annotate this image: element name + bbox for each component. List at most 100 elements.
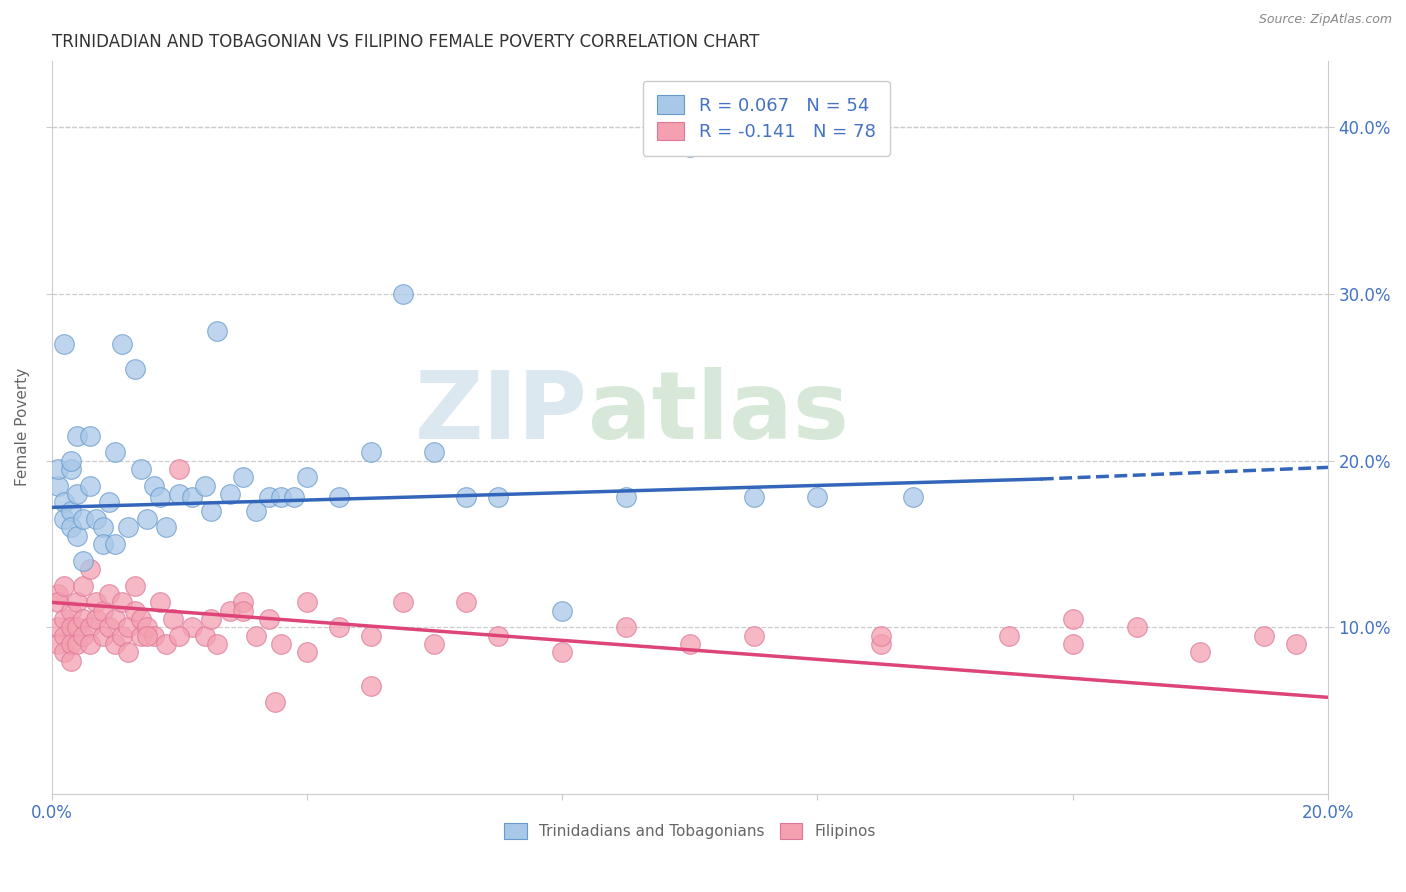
Point (46, 479, 69, 493)
Point (66, 428, 89, 442)
Point (360, 629, 382, 643)
Point (46, 620, 69, 634)
Point (232, 595, 254, 609)
Point (456, 491, 478, 505)
Point (91, 537, 114, 551)
Point (551, 645, 574, 659)
Point (295, 595, 318, 609)
Point (111, 595, 134, 609)
Point (679, 637, 702, 651)
Point (98, 495, 121, 509)
Point (391, 287, 413, 301)
Point (46, 637, 69, 651)
Point (423, 637, 446, 651)
Point (423, 445, 446, 459)
Point (124, 362, 146, 376)
Point (219, 487, 242, 501)
Point (46, 595, 69, 609)
Point (59, 604, 82, 618)
Point (117, 520, 139, 534)
Point (806, 491, 828, 505)
Point (111, 337, 134, 351)
Point (59, 637, 82, 651)
Point (129, 612, 152, 626)
Point (1189, 645, 1212, 659)
Point (270, 637, 292, 651)
Point (53, 495, 76, 509)
Point (72, 554, 94, 568)
Point (194, 629, 217, 643)
Point (614, 620, 637, 634)
Point (486, 629, 509, 643)
Point (59, 654, 82, 668)
Point (66, 595, 89, 609)
Point (264, 695, 287, 709)
Point (162, 612, 184, 626)
Point (1285, 637, 1308, 651)
Point (167, 487, 190, 501)
Point (53, 629, 76, 643)
Point (1062, 637, 1084, 651)
Point (66, 620, 89, 634)
Point (245, 504, 267, 518)
Point (155, 520, 177, 534)
Point (679, 140, 702, 154)
Y-axis label: Female Poverty: Female Poverty (15, 368, 30, 486)
Point (181, 620, 204, 634)
Point (295, 645, 318, 659)
Point (104, 637, 127, 651)
Point (136, 620, 159, 634)
Text: atlas: atlas (588, 367, 849, 458)
Point (104, 445, 127, 459)
Point (53, 512, 76, 526)
Point (66, 529, 89, 543)
Point (59, 504, 82, 518)
Point (66, 487, 89, 501)
Point (84, 612, 107, 626)
Point (1125, 620, 1147, 634)
Point (456, 595, 478, 609)
Point (59, 453, 82, 467)
Text: Source: ZipAtlas.com: Source: ZipAtlas.com (1258, 13, 1392, 27)
Text: TRINIDADIAN AND TOBAGONIAN VS FILIPINO FEMALE POVERTY CORRELATION CHART: TRINIDADIAN AND TOBAGONIAN VS FILIPINO F… (52, 33, 759, 51)
Point (98, 587, 121, 601)
Point (391, 595, 413, 609)
Point (104, 537, 127, 551)
Point (1062, 612, 1084, 626)
Point (207, 637, 229, 651)
Point (84, 595, 107, 609)
Point (194, 479, 217, 493)
Point (270, 491, 292, 505)
Legend: Trinidadians and Tobagonians, Filipinos: Trinidadians and Tobagonians, Filipinos (498, 817, 882, 845)
Point (142, 479, 165, 493)
Point (257, 491, 280, 505)
Point (870, 637, 893, 651)
Point (124, 604, 146, 618)
Point (136, 512, 159, 526)
Point (117, 620, 139, 634)
Point (181, 491, 204, 505)
Point (104, 612, 127, 626)
Point (136, 629, 159, 643)
Point (360, 445, 382, 459)
Point (207, 324, 229, 338)
Point (59, 620, 82, 634)
Point (167, 629, 190, 643)
Text: ZIP: ZIP (415, 367, 588, 458)
Point (91, 520, 114, 534)
Point (149, 491, 172, 505)
Point (614, 491, 637, 505)
Point (72, 579, 94, 593)
Point (53, 645, 76, 659)
Point (551, 604, 574, 618)
Point (53, 579, 76, 593)
Point (360, 679, 382, 693)
Point (903, 491, 925, 505)
Point (1253, 629, 1275, 643)
Point (149, 595, 172, 609)
Point (129, 629, 152, 643)
Point (59, 462, 82, 476)
Point (72, 629, 94, 643)
Point (232, 604, 254, 618)
Point (98, 620, 121, 634)
